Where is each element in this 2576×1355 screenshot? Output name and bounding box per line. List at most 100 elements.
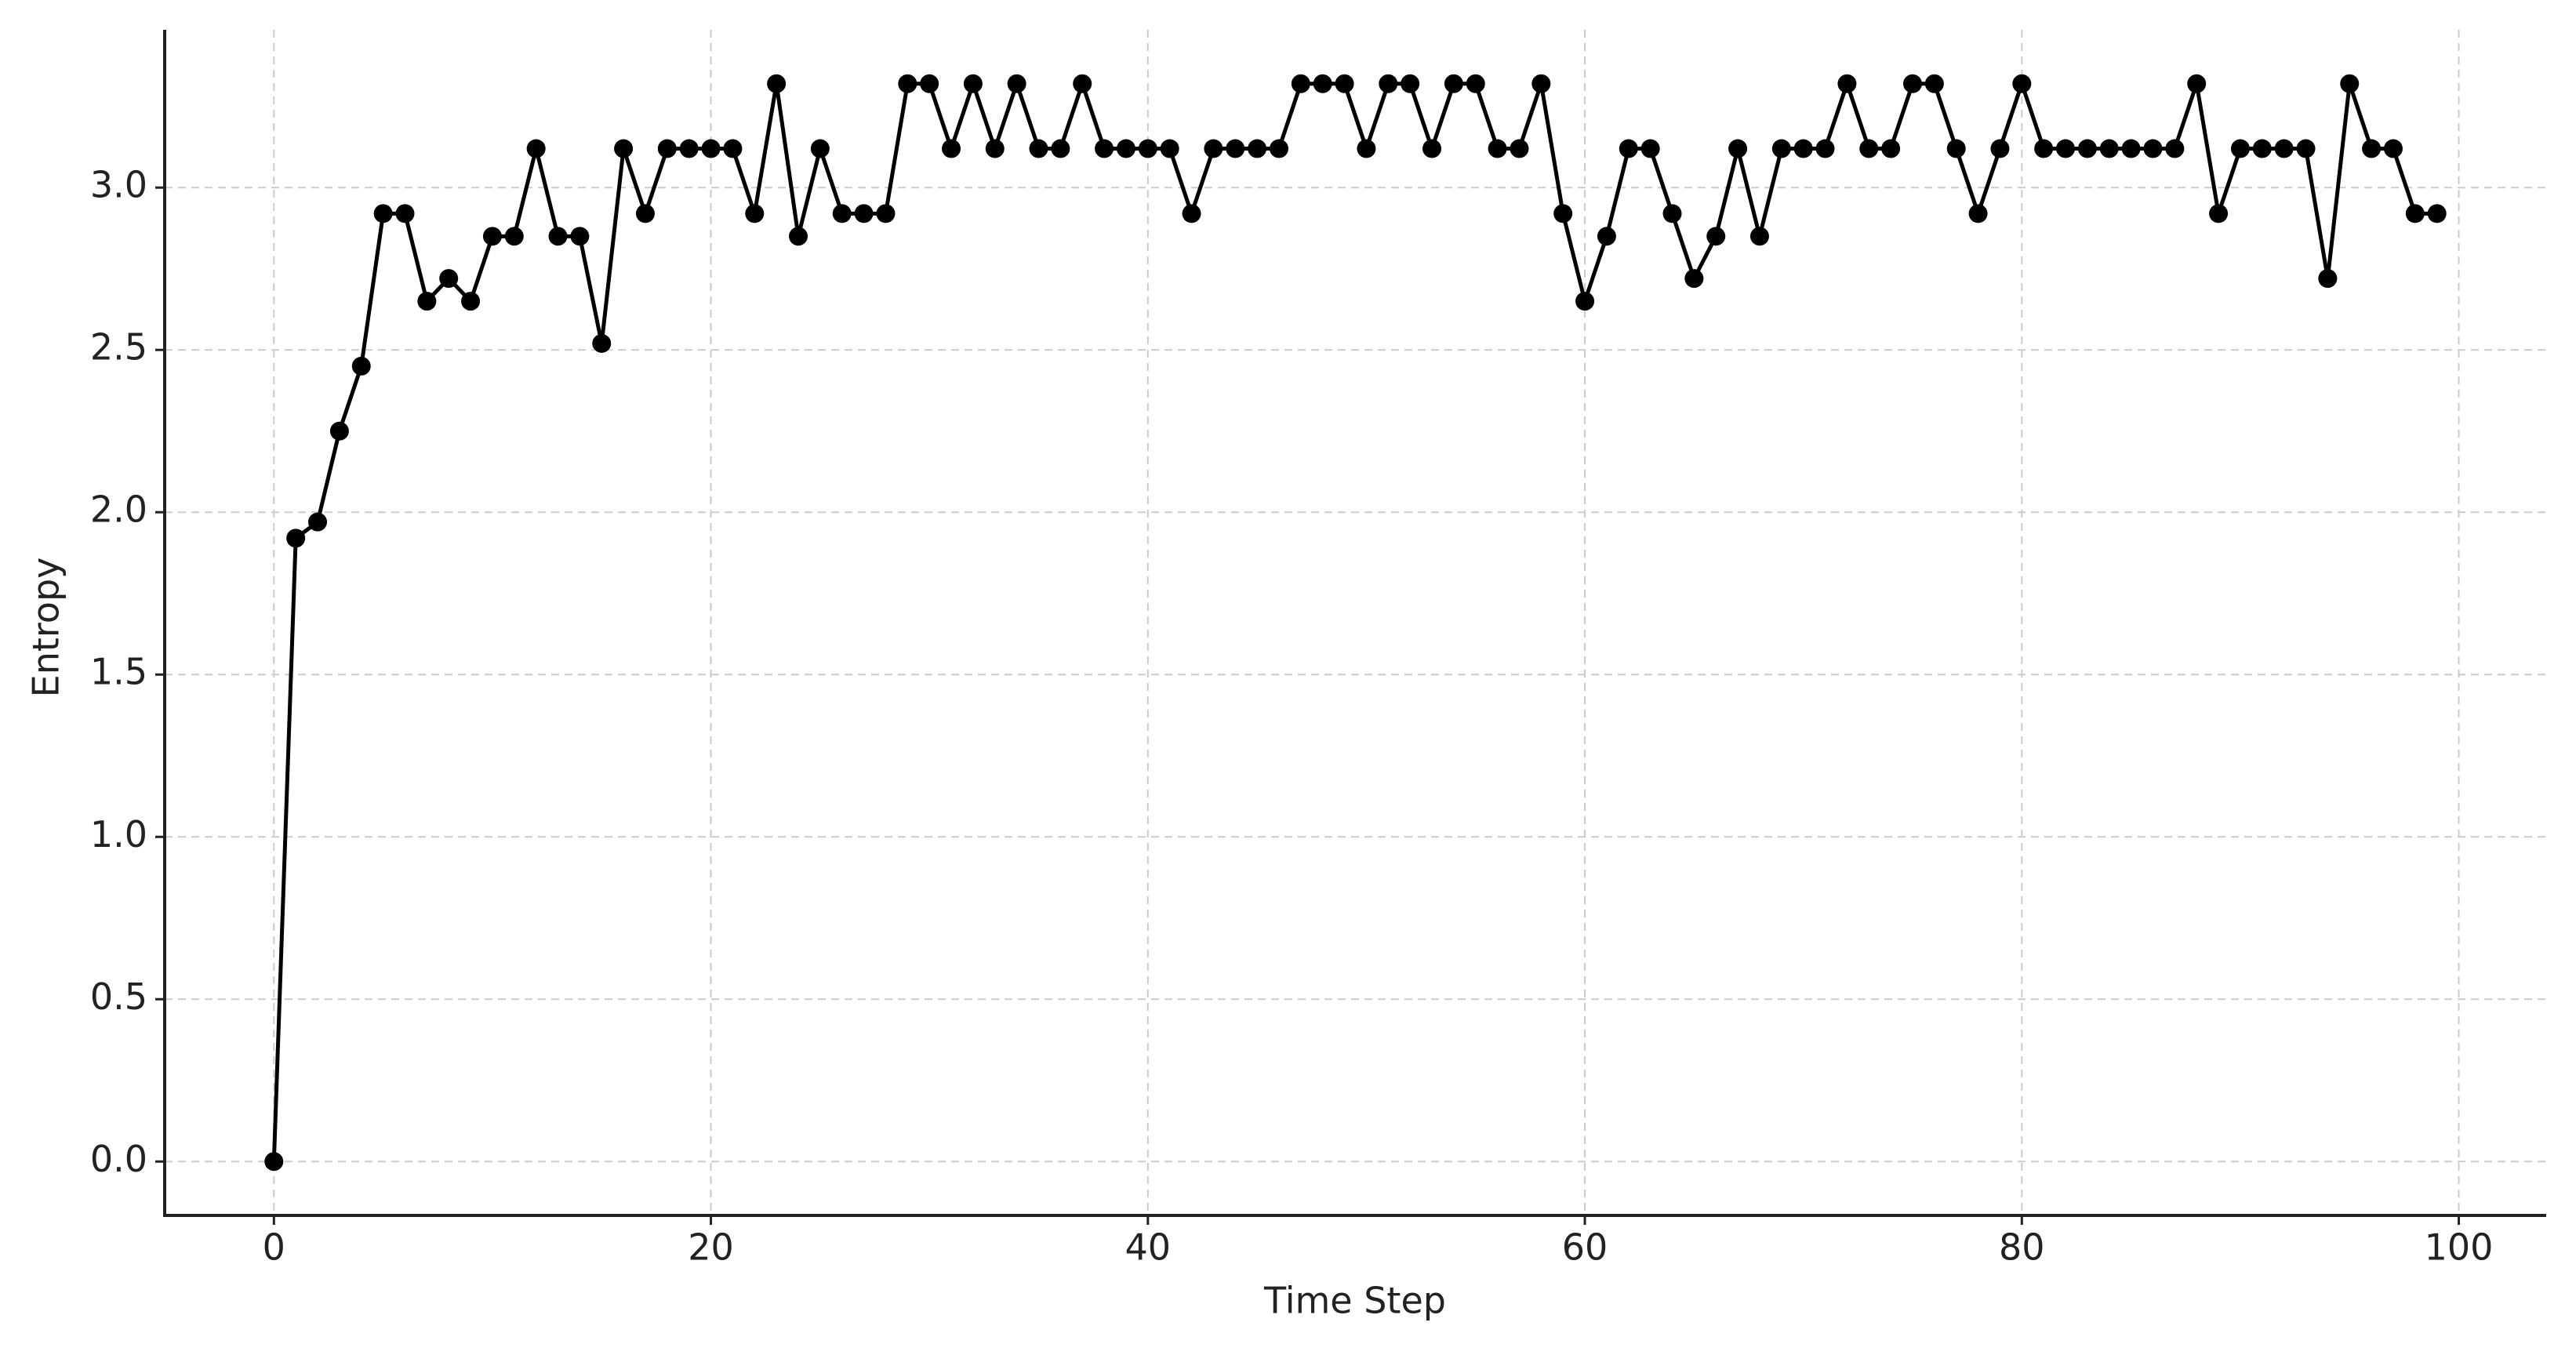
data-point (1051, 139, 1070, 158)
data-point (898, 74, 917, 93)
data-point (657, 139, 677, 158)
data-point (548, 227, 568, 246)
data-point (461, 292, 481, 311)
data-line (271, 82, 2437, 1162)
data-point (963, 74, 983, 93)
y-tick-label: 1.5 (90, 651, 147, 693)
data-point (2099, 139, 2119, 158)
data-point (526, 139, 546, 158)
data-point (1401, 74, 1420, 93)
y-tick-label: 3.0 (90, 164, 147, 206)
data-point (1466, 74, 1485, 93)
data-point (1204, 139, 1223, 158)
data-point (1379, 74, 1398, 93)
data-point (2383, 139, 2403, 158)
data-point (876, 204, 896, 223)
data-point (1226, 139, 1245, 158)
data-point (1815, 139, 1835, 158)
data-point (2318, 269, 2338, 289)
data-point (286, 529, 306, 548)
data-point (2230, 139, 2250, 158)
data-point (2165, 139, 2185, 158)
data-point (1182, 204, 1201, 223)
data-point (1728, 139, 1748, 158)
data-point (1269, 139, 1288, 158)
data-point (1291, 74, 1310, 93)
data-point (1553, 204, 1573, 223)
data-point (679, 139, 699, 158)
data-point (2340, 74, 2360, 93)
data-point (1902, 74, 1922, 93)
data-point (1859, 139, 1879, 158)
x-tick-label: 40 (1125, 1226, 1172, 1269)
data-point (2252, 139, 2272, 158)
y-tick-label: 1.0 (90, 813, 147, 856)
data-point (2209, 204, 2229, 223)
data-point (351, 356, 371, 376)
data-point (1619, 139, 1638, 158)
data-point (2296, 139, 2316, 158)
data-point (1335, 74, 1354, 93)
data-point (1422, 139, 1442, 158)
data-point (1706, 227, 1726, 246)
data-point (2034, 139, 2054, 158)
data-point (1160, 139, 1179, 158)
data-point (920, 74, 939, 93)
data-point (439, 269, 459, 289)
y-axis-label: Entropy (25, 558, 67, 698)
data-point (264, 1152, 284, 1172)
data-point (1597, 227, 1616, 246)
data-point (1968, 204, 1988, 223)
data-point (723, 139, 743, 158)
x-tick-label: 100 (2425, 1226, 2494, 1269)
x-axis-label: Time Step (1263, 1280, 1446, 1322)
data-point (1313, 74, 1332, 93)
data-point (1444, 74, 1463, 93)
data-point (810, 139, 830, 158)
data-point (1073, 74, 1092, 93)
data-point (1881, 139, 1901, 158)
data-point (2274, 139, 2294, 158)
data-point (1357, 139, 1376, 158)
data-point (1095, 139, 1114, 158)
data-point (1924, 74, 1944, 93)
data-point (1510, 139, 1529, 158)
data-point (1488, 139, 1507, 158)
data-point (2077, 139, 2097, 158)
data-point (832, 204, 852, 223)
data-point (1793, 139, 1813, 158)
data-point (942, 139, 961, 158)
data-point (308, 512, 328, 532)
data-point (1007, 74, 1026, 93)
data-point (2427, 204, 2447, 223)
data-point (417, 292, 437, 311)
data-point (1248, 139, 1267, 158)
data-point (2362, 139, 2382, 158)
data-point (329, 421, 349, 441)
data-point (395, 204, 415, 223)
x-tick-label: 20 (688, 1226, 734, 1269)
data-point (570, 227, 590, 246)
data-point (854, 204, 874, 223)
data-point (1946, 139, 1966, 158)
data-point (1684, 269, 1704, 289)
data-point (2187, 74, 2207, 93)
data-point (1749, 227, 1769, 246)
y-tick-label: 0.0 (90, 1138, 147, 1180)
x-tick-label: 0 (263, 1226, 285, 1269)
data-point (1990, 139, 2010, 158)
data-point (1029, 139, 1048, 158)
data-point (592, 333, 612, 353)
data-point (1640, 139, 1660, 158)
data-point (2012, 74, 2032, 93)
x-tick-label: 60 (1562, 1226, 1608, 1269)
data-point (373, 204, 393, 223)
y-tick-label: 2.0 (90, 489, 147, 531)
data-point (1662, 204, 1682, 223)
data-point (2121, 139, 2141, 158)
data-point (2143, 139, 2163, 158)
data-point (745, 204, 765, 223)
data-point (985, 139, 1005, 158)
data-point (635, 204, 655, 223)
